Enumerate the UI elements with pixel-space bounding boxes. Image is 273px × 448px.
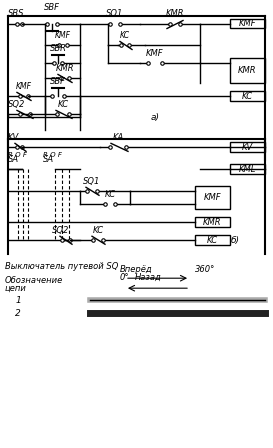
- Text: KMF: KMF: [55, 31, 71, 40]
- Text: SQ2: SQ2: [52, 226, 69, 235]
- Text: KV: KV: [8, 134, 19, 142]
- Bar: [230, 142, 265, 152]
- Text: Назад: Назад: [135, 273, 162, 282]
- Text: KMF: KMF: [146, 49, 164, 58]
- Text: SA: SA: [8, 155, 19, 164]
- Text: б): б): [230, 236, 239, 245]
- Text: R O F: R O F: [43, 152, 62, 158]
- Text: SQ1: SQ1: [106, 9, 124, 17]
- Text: Обозначение: Обозначение: [5, 276, 63, 285]
- Bar: [230, 18, 265, 29]
- Bar: [195, 217, 230, 227]
- Text: а): а): [150, 113, 159, 122]
- Text: KMR: KMR: [56, 65, 74, 73]
- Text: KMF: KMF: [16, 82, 32, 91]
- Text: KMF: KMF: [204, 193, 221, 202]
- Text: 2: 2: [15, 309, 21, 318]
- Bar: [195, 186, 230, 209]
- Bar: [230, 58, 265, 83]
- Bar: [230, 91, 265, 101]
- Bar: [230, 164, 265, 174]
- Text: KMR: KMR: [238, 66, 257, 75]
- Text: цепи: цепи: [5, 284, 27, 293]
- Text: KV: KV: [242, 143, 253, 152]
- Text: KC: KC: [105, 190, 115, 199]
- Text: KC: KC: [120, 31, 130, 40]
- Text: Выключатель путевой SQ: Выключатель путевой SQ: [5, 262, 118, 271]
- Text: SA: SA: [43, 155, 54, 164]
- Text: KMR: KMR: [203, 218, 222, 227]
- Text: Вперёд: Вперёд: [120, 265, 153, 274]
- Text: KMF: KMF: [239, 19, 256, 28]
- Text: SBS: SBS: [8, 9, 25, 17]
- Text: KC: KC: [57, 100, 69, 109]
- Text: R O F: R O F: [8, 152, 27, 158]
- Text: KA: KA: [112, 134, 124, 142]
- Text: KC: KC: [242, 92, 253, 101]
- Text: KMR: KMR: [166, 9, 184, 17]
- Text: KML: KML: [239, 165, 256, 174]
- Bar: [195, 235, 230, 245]
- Text: SQ1: SQ1: [83, 177, 101, 186]
- Text: KC: KC: [93, 226, 103, 235]
- Text: SBR: SBR: [49, 44, 67, 53]
- Text: 360°: 360°: [195, 265, 215, 274]
- Text: SBF: SBF: [44, 3, 60, 12]
- Text: SQ2: SQ2: [8, 100, 25, 109]
- Text: SBF: SBF: [50, 78, 66, 86]
- Text: KC: KC: [207, 236, 218, 245]
- Text: 0°: 0°: [120, 273, 130, 282]
- Text: 1: 1: [15, 296, 21, 305]
